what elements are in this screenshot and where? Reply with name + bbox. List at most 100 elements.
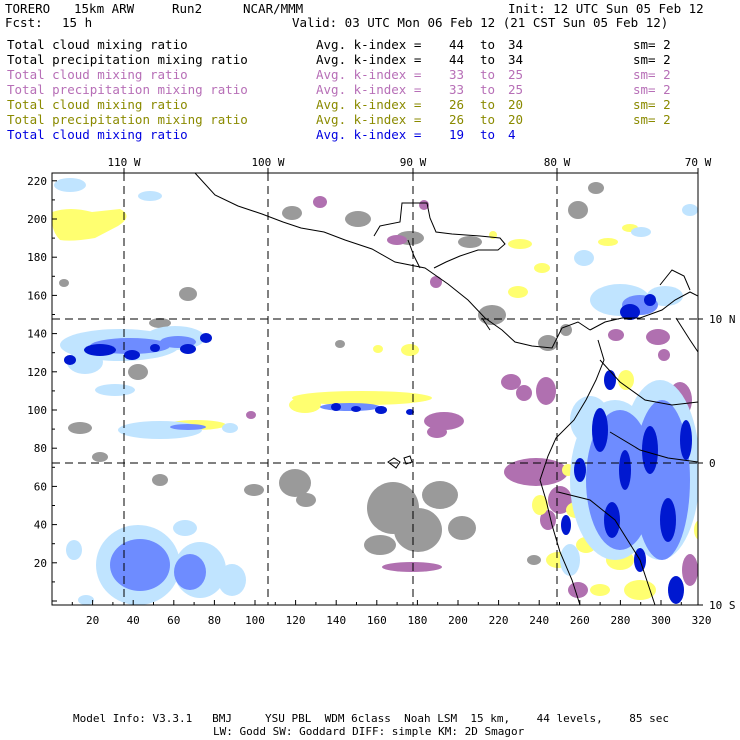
legend-sm: sm= 2	[633, 67, 671, 82]
lon-label: 110 W	[107, 156, 140, 169]
gray-cloud-shapes	[59, 182, 604, 565]
legend-to-word: to	[480, 82, 496, 97]
legend-from: 44	[449, 52, 465, 67]
legend-row: Total precipitation mixing ratio Avg. k-i…	[7, 52, 727, 67]
legend-to-word: to	[480, 67, 496, 82]
lon-label: 80 W	[544, 156, 571, 169]
x-tick-label: 260	[570, 614, 590, 627]
lat-label: 10 S	[709, 599, 736, 612]
y-tick-label: 80	[34, 442, 47, 455]
legend-index: Avg. k-index =	[316, 127, 422, 142]
legend-to: 25	[508, 67, 524, 82]
x-tick-label: 120	[286, 614, 306, 627]
y-tick-label: 160	[27, 289, 47, 302]
y-tick-label: 120	[27, 366, 47, 379]
legend-to: 25	[508, 82, 524, 97]
x-tick-label: 180	[407, 614, 427, 627]
run-label: Run2	[172, 1, 203, 16]
forecast-hours: 15 h	[62, 15, 93, 30]
valid-time: Valid: 03 UTC Mon 06 Feb 12 (21 CST Sun …	[292, 15, 669, 30]
tick-marks	[51, 168, 703, 606]
yellow-precip-shapes	[52, 209, 698, 600]
y-tick-label: 20	[34, 557, 47, 570]
legend-from: 19	[449, 127, 465, 142]
legend-to: 34	[508, 52, 524, 67]
x-tick-label: 280	[610, 614, 630, 627]
organization: NCAR/MMM	[243, 1, 304, 16]
legend-sm: sm= 2	[633, 37, 671, 52]
x-tick-label: 20	[86, 614, 99, 627]
x-tick-label: 300	[651, 614, 671, 627]
legend-index: Avg. k-index =	[316, 112, 422, 127]
model-name: TORERO	[5, 1, 51, 16]
model-info-line1: Model Info: V3.3.1 BMJ YSU PBL WDM 6clas…	[73, 712, 670, 725]
legend-index: Avg. k-index =	[316, 37, 422, 52]
legend-to: 34	[508, 37, 524, 52]
legend-field: Total precipitation mixing ratio	[7, 52, 248, 67]
lat-label: 10 N	[709, 313, 736, 326]
legend-sm: sm= 2	[633, 97, 671, 112]
legend-sm: sm= 2	[633, 82, 671, 97]
legend-row: Total cloud mixing ratio Avg. k-index = 26…	[7, 97, 727, 112]
legend-to-word: to	[480, 112, 496, 127]
legend-from: 26	[449, 97, 465, 112]
lon-label: 100 W	[251, 156, 284, 169]
plot-frame	[51, 172, 699, 606]
legend-row: Total cloud mixing ratio Avg. k-index = 19…	[7, 127, 727, 142]
lon-label: 90 W	[400, 156, 427, 169]
y-tick-label: 140	[27, 328, 47, 341]
legend-from: 33	[449, 67, 465, 82]
legend-to: 20	[508, 112, 524, 127]
legend-row: Total precipitation mixing ratio Avg. k-i…	[7, 112, 727, 127]
legend-row: Total cloud mixing ratio Avg. k-index = 44…	[7, 37, 727, 52]
graticule	[52, 173, 698, 605]
coastlines	[194, 173, 698, 605]
legend-from: 26	[449, 112, 465, 127]
legend-to: 4	[508, 127, 516, 142]
forecast-label: Fcst:	[5, 15, 43, 30]
x-tick-label: 80	[208, 614, 221, 627]
x-tick-label: 100	[245, 614, 265, 627]
legend-field: Total cloud mixing ratio	[7, 97, 188, 112]
legend-sm: sm= 2	[633, 112, 671, 127]
precipitation-fields	[52, 178, 698, 605]
legend-sm: sm= 2	[633, 52, 671, 67]
legend-to-word: to	[480, 52, 496, 67]
legend-field: Total precipitation mixing ratio	[7, 112, 248, 127]
legend-field: Total cloud mixing ratio	[7, 67, 188, 82]
y-tick-label: 60	[34, 480, 47, 493]
lat-label: 0	[709, 457, 716, 470]
y-tick-label: 220	[27, 175, 47, 188]
model-resolution: 15km ARW	[74, 1, 135, 16]
legend-to: 20	[508, 97, 524, 112]
legend-index: Avg. k-index =	[316, 67, 422, 82]
legend-index: Avg. k-index =	[316, 52, 422, 67]
x-tick-label: 320	[692, 614, 712, 627]
legend-field: Total cloud mixing ratio	[7, 127, 188, 142]
x-tick-label: 200	[448, 614, 468, 627]
x-tick-label: 220	[489, 614, 509, 627]
legend-field: Total cloud mixing ratio	[7, 37, 188, 52]
y-tick-label: 100	[27, 404, 47, 417]
legend-row: Total precipitation mixing ratio Avg. k-i…	[7, 82, 727, 97]
y-tick-label: 200	[27, 213, 47, 226]
legend-index: Avg. k-index =	[316, 97, 422, 112]
legend-row: Total cloud mixing ratio Avg. k-index = 33…	[7, 67, 727, 82]
dark-blue-shapes	[64, 294, 692, 604]
x-tick-label: 140	[326, 614, 346, 627]
x-tick-label: 40	[127, 614, 140, 627]
legend-to-word: to	[480, 97, 496, 112]
legend-field: Total precipitation mixing ratio	[7, 82, 248, 97]
legend-to-word: to	[480, 37, 496, 52]
x-tick-label: 240	[529, 614, 549, 627]
legend-index: Avg. k-index =	[316, 82, 422, 97]
init-time: Init: 12 UTC Sun 05 Feb 12	[508, 1, 704, 16]
model-info-line2: LW: Godd SW: Goddard DIFF: simple KM: 2D…	[213, 725, 525, 738]
x-tick-label: 60	[167, 614, 180, 627]
legend-to-word: to	[480, 127, 496, 142]
legend-from: 33	[449, 82, 465, 97]
weather-map: 220 200 180 160 140 120 100 80 60 40 20 20 40 60 80 100…	[27, 156, 735, 627]
y-tick-label: 40	[34, 519, 47, 532]
tick-labels: 220 200 180 160 140 120 100 80 60 40 20 20 40 60 80 100…	[27, 156, 735, 627]
legend-from: 44	[449, 37, 465, 52]
